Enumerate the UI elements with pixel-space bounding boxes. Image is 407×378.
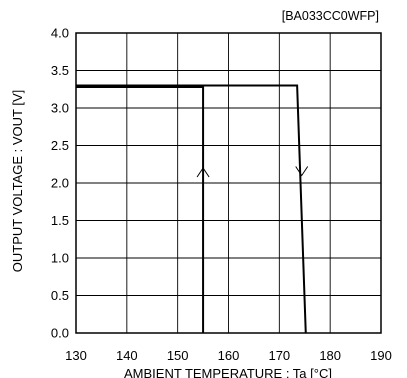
x-tick-label: 180 — [319, 348, 341, 363]
y-tick-label: 1.5 — [51, 213, 69, 228]
grid — [75, 32, 382, 334]
x-axis-label: AMBIENT TEMPERATURE : Ta [°C] — [124, 366, 332, 378]
series-line-2 — [76, 86, 205, 333]
series-arrow-down — [295, 166, 309, 177]
x-tick-label: 160 — [218, 348, 240, 363]
series-layer — [76, 84, 309, 334]
x-tick-label: 170 — [268, 348, 290, 363]
series-arrow-up — [196, 167, 210, 178]
y-tick-label: 3.0 — [51, 101, 69, 116]
x-tick-label: 150 — [167, 348, 189, 363]
plot-frame — [75, 32, 382, 334]
chart-title: [BA033CC0WFP] — [282, 9, 379, 23]
tick-labels: 130 140 150 160 170 180 190 0.0 0.5 1.0 1.5 2.0 2.5 3… — [51, 26, 392, 364]
x-tick-label: 130 — [65, 348, 87, 363]
series-line-1 — [76, 84, 307, 334]
y-axis-label: OUTPUT VOLTAGE : VOUT [V] — [10, 90, 25, 273]
x-tick-label: 190 — [370, 348, 392, 363]
y-tick-label: 1.0 — [51, 251, 69, 266]
y-tick-label: 2.5 — [51, 138, 69, 153]
y-tick-label: 0.0 — [51, 326, 69, 341]
y-tick-label: 2.0 — [51, 176, 69, 191]
y-tick-label: 0.5 — [51, 288, 69, 303]
y-tick-label: 4.0 — [51, 26, 69, 41]
x-tick-label: 140 — [116, 348, 138, 363]
y-tick-label: 3.5 — [51, 63, 69, 78]
